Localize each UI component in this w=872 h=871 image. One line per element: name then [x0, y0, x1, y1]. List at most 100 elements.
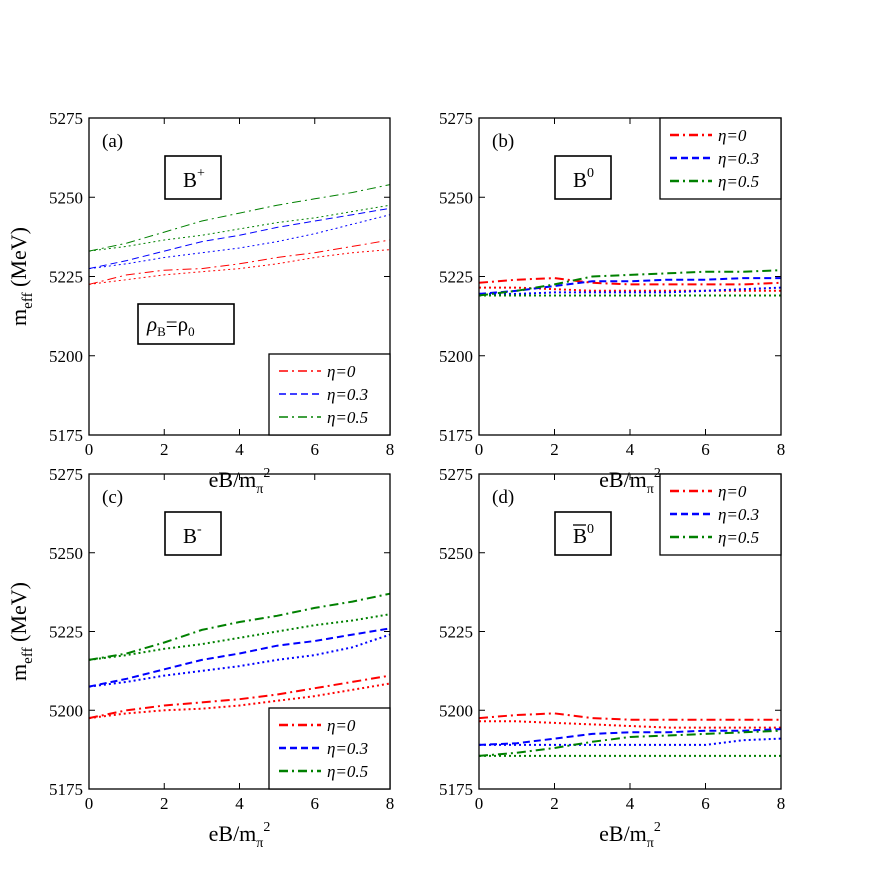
x-tick-label: 6: [701, 794, 710, 813]
rho-equals: =ρ: [166, 312, 188, 336]
x-axis-label-main: eB/m: [209, 821, 257, 846]
x-tick-label: 4: [235, 440, 244, 459]
legend-box: [268, 353, 391, 436]
y-tick-label: 5250: [49, 544, 83, 563]
y-tick-label: 5225: [49, 623, 83, 642]
particle-symbol: B: [183, 524, 197, 548]
series-line: [88, 249, 391, 285]
series-line: [88, 204, 391, 252]
legend-box: [659, 117, 782, 200]
series-line: [88, 239, 391, 285]
x-axis-label-sup: 2: [654, 820, 661, 835]
series-line: [479, 286, 781, 292]
particle-box: [164, 511, 222, 556]
x-axis-label-main: eB/m: [599, 821, 647, 846]
legend-label: η=0.5: [327, 762, 368, 781]
series-line: [478, 277, 781, 295]
particle-symbol: B: [573, 168, 587, 192]
series-line: [88, 627, 391, 688]
y-tick-label: 5250: [439, 188, 473, 207]
particle-superscript: 0: [587, 522, 594, 537]
x-axis-label: eB/mπ2: [599, 466, 661, 497]
x-axis-label-sub: π: [647, 836, 654, 851]
y-tick-label: 5175: [439, 780, 473, 799]
series-line: [88, 214, 391, 270]
plot-frame: [88, 117, 391, 436]
chart-panel: 0 2 4 6 851755200522552505275(b)B0η=0η=0.3η=…: [439, 109, 785, 497]
y-tick-label: 5225: [439, 268, 473, 287]
series-line: [478, 712, 781, 721]
series-line: [88, 674, 391, 720]
rho-symbol: ρ: [146, 312, 157, 336]
particle-box: [554, 511, 612, 556]
y-axis-label: meff (MeV): [6, 227, 36, 326]
chart-panel: 0 2 4 6 851755200522552505275(c)B-η=0η=0.3η=…: [6, 465, 394, 851]
particle-label: B+: [183, 166, 205, 192]
series-line: [88, 682, 391, 720]
rho-subscript: B: [157, 324, 166, 339]
y-tick-label: 5175: [49, 426, 83, 445]
y-axis-label-sub: eff: [20, 292, 36, 308]
particle-superscript: +: [197, 166, 205, 181]
panel-label: (d): [492, 487, 514, 508]
y-axis-label-unit: (MeV): [6, 582, 31, 647]
plot-frame: [88, 473, 391, 790]
y-tick-label: 5275: [439, 465, 473, 484]
panel-label: (a): [102, 131, 123, 152]
series-line: [478, 269, 782, 297]
x-tick-label: 6: [701, 440, 710, 459]
legend-label: η=0: [718, 126, 747, 145]
y-tick-label: 5225: [439, 623, 473, 642]
series-line: [479, 286, 782, 295]
x-axis-label: eB/mπ2: [209, 466, 271, 497]
x-tick-label: 0: [85, 794, 94, 813]
panel-label: (b): [492, 131, 514, 152]
particle-label: B0: [573, 166, 594, 192]
series-line: [88, 184, 391, 252]
x-tick-label: 8: [386, 794, 395, 813]
legend-label: η=0.5: [327, 408, 368, 427]
x-tick-label: 6: [311, 440, 320, 459]
y-axis-label: meff (MeV): [6, 582, 36, 681]
y-tick-label: 5200: [49, 347, 83, 366]
y-tick-label: 5200: [439, 701, 473, 720]
x-axis-label-sub: π: [256, 836, 263, 851]
series-line: [88, 592, 391, 661]
series-line: [88, 613, 391, 661]
series-line: [479, 737, 782, 746]
y-axis-label-sub: eff: [20, 647, 36, 663]
x-tick-label: 2: [550, 794, 559, 813]
x-tick-label: 8: [777, 794, 786, 813]
particle-symbol: B: [573, 524, 587, 548]
legend-box: [659, 473, 782, 556]
y-tick-label: 5175: [439, 426, 473, 445]
x-tick-label: 4: [626, 794, 635, 813]
x-axis-label-main: eB/m: [209, 467, 257, 492]
series-line: [478, 728, 782, 746]
x-tick-label: 2: [160, 440, 169, 459]
particle-label: B0: [573, 522, 594, 548]
chart-panel: 0 2 4 6 851755200522552505275(d)B0η=0η=0.3η=…: [439, 465, 785, 851]
particle-box: [164, 155, 222, 200]
legend-label: η=0.5: [718, 528, 759, 547]
y-axis-label-main: m: [6, 309, 31, 326]
series-line: [479, 720, 781, 729]
x-axis-label-main: eB/m: [599, 467, 647, 492]
series-line: [478, 277, 782, 286]
plot-frame: [478, 117, 782, 436]
x-axis-label-sub: π: [256, 482, 263, 497]
legend-box: [268, 707, 391, 790]
density-box: [137, 303, 235, 345]
x-axis-label: eB/mπ2: [209, 820, 271, 851]
series-line: [88, 207, 391, 270]
particle-label: B-: [183, 522, 202, 548]
x-axis-label: eB/mπ2: [599, 820, 661, 851]
legend-label: η=0: [327, 716, 356, 735]
series-line: [88, 633, 391, 688]
y-tick-label: 5275: [49, 109, 83, 128]
legend-label: η=0.5: [718, 172, 759, 191]
x-tick-label: 2: [160, 794, 169, 813]
x-tick-label: 8: [386, 440, 395, 459]
panel-label: (c): [102, 487, 123, 508]
